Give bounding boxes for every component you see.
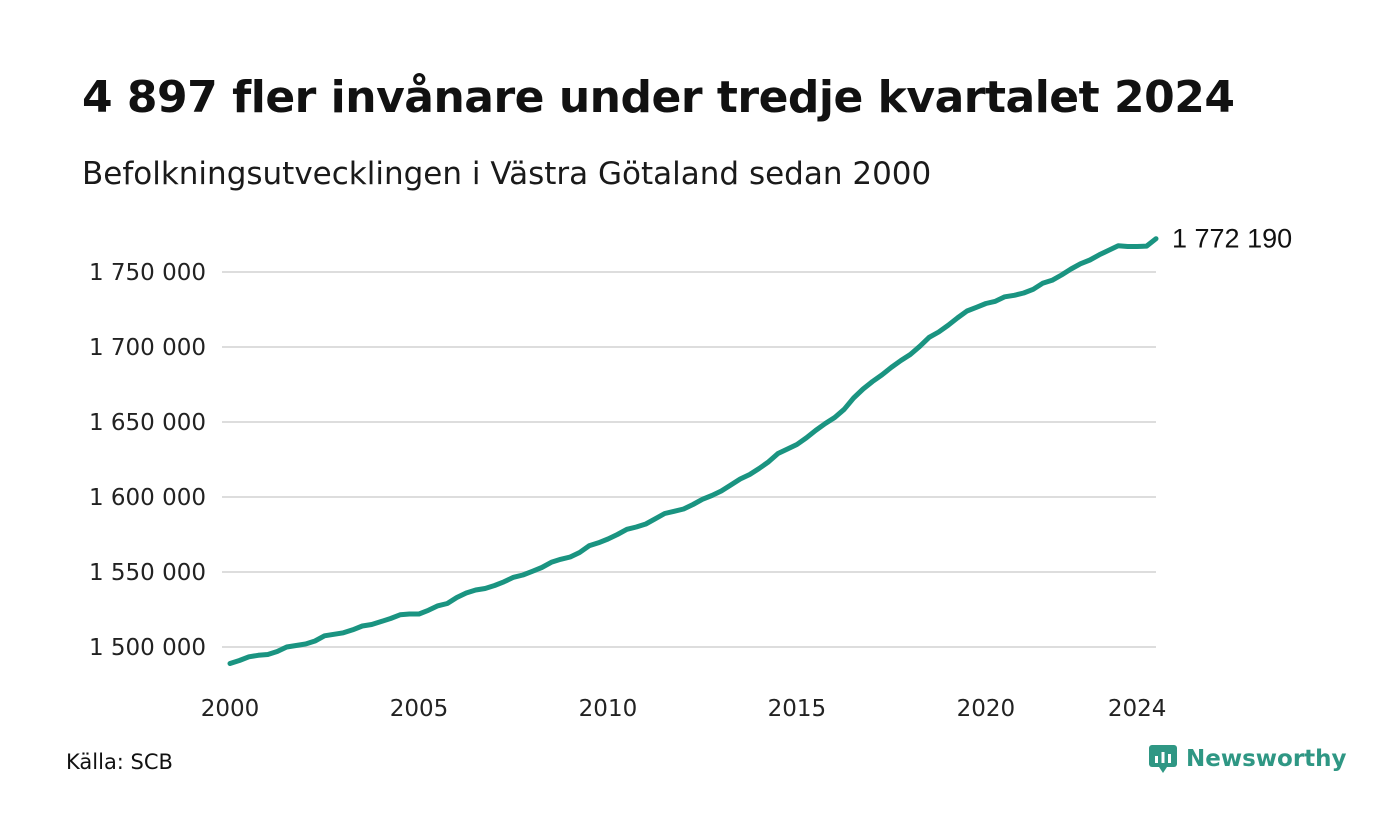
- chart-title: 4 897 fler invånare under tredje kvartal…: [82, 72, 1235, 123]
- y-tick-label: 1 700 000: [89, 335, 206, 361]
- x-tick-label: 2020: [957, 696, 1016, 722]
- x-tick-label: 2015: [768, 696, 827, 722]
- x-tick-label: 2005: [390, 696, 449, 722]
- source-note: Källa: SCB: [66, 750, 173, 774]
- x-tick-label: 2010: [579, 696, 638, 722]
- newsworthy-logo-icon: [1149, 745, 1177, 773]
- brand-logo: Newsworthy: [1148, 744, 1347, 774]
- x-axis-ticks: 2000 2005 2010 2015 2020 2024: [201, 696, 1167, 722]
- brand-name: Newsworthy: [1186, 746, 1347, 772]
- chart-subtitle: Befolkningsutvecklingen i Västra Götalan…: [82, 156, 932, 192]
- y-axis-ticks: 1 500 000 1 550 000 1 600 000 1 650 000 1 70…: [89, 260, 206, 661]
- series-layer: [227, 236, 1159, 666]
- x-tick-label: 2000: [201, 696, 260, 722]
- last-value-label: 1 772 190: [1172, 224, 1292, 254]
- y-tick-label: 1 650 000: [89, 410, 206, 436]
- gridlines: [222, 271, 1156, 648]
- y-tick-label: 1 550 000: [89, 560, 206, 586]
- y-tick-label: 1 500 000: [89, 635, 206, 661]
- series-line: [227, 236, 1159, 666]
- y-tick-label: 1 750 000: [89, 260, 206, 286]
- y-tick-label: 1 600 000: [89, 485, 206, 511]
- x-tick-label: 2024: [1108, 696, 1167, 722]
